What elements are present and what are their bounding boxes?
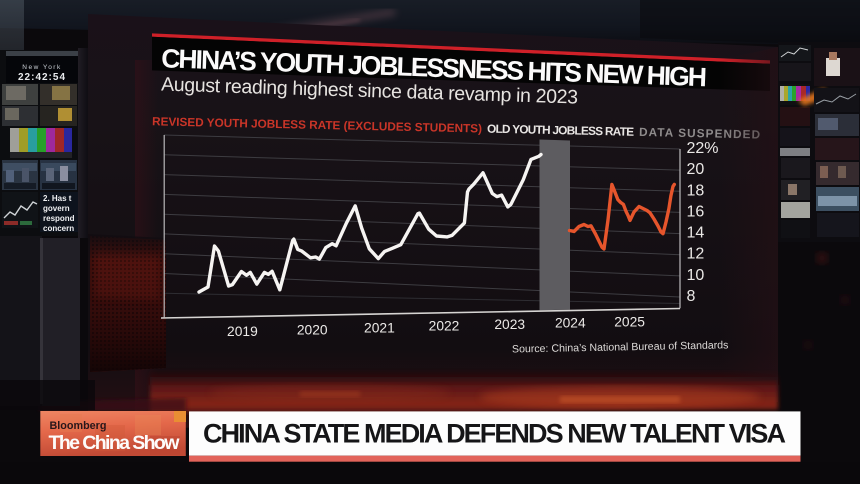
svg-text:2025: 2025 [614, 314, 645, 329]
svg-text:14: 14 [687, 225, 705, 242]
svg-text:2024: 2024 [555, 315, 586, 330]
svg-text:2023: 2023 [494, 317, 525, 332]
svg-text:22%: 22% [687, 140, 719, 157]
svg-text:12: 12 [687, 246, 705, 263]
svg-text:2021: 2021 [364, 320, 395, 335]
svg-text:8: 8 [687, 288, 696, 305]
svg-text:22:42:54: 22:42:54 [18, 72, 66, 83]
svg-text:2020: 2020 [297, 322, 328, 337]
svg-text:Source: China’s National Burea: Source: China’s National Bureau of Stand… [512, 339, 729, 355]
svg-text:2019: 2019 [227, 324, 258, 339]
svg-text:18: 18 [687, 182, 705, 199]
svg-text:govern: govern [43, 204, 70, 213]
svg-text:The China Show: The China Show [49, 432, 181, 454]
svg-text:CHINA STATE MEDIA DEFENDS NEW: CHINA STATE MEDIA DEFENDS NEW TALENT VIS… [203, 419, 786, 449]
svg-text:concern: concern [43, 224, 74, 233]
svg-text:20: 20 [687, 161, 705, 178]
svg-text:Bloomberg: Bloomberg [50, 420, 107, 432]
svg-text:respond: respond [43, 214, 75, 223]
svg-text:OLD YOUTH JOBLESS RATE: OLD YOUTH JOBLESS RATE [487, 122, 634, 139]
svg-text:New York: New York [22, 64, 61, 71]
svg-text:10: 10 [687, 267, 705, 284]
svg-text:2022: 2022 [429, 319, 460, 334]
svg-text:2. Has t: 2. Has t [43, 194, 72, 203]
svg-text:16: 16 [687, 203, 705, 220]
